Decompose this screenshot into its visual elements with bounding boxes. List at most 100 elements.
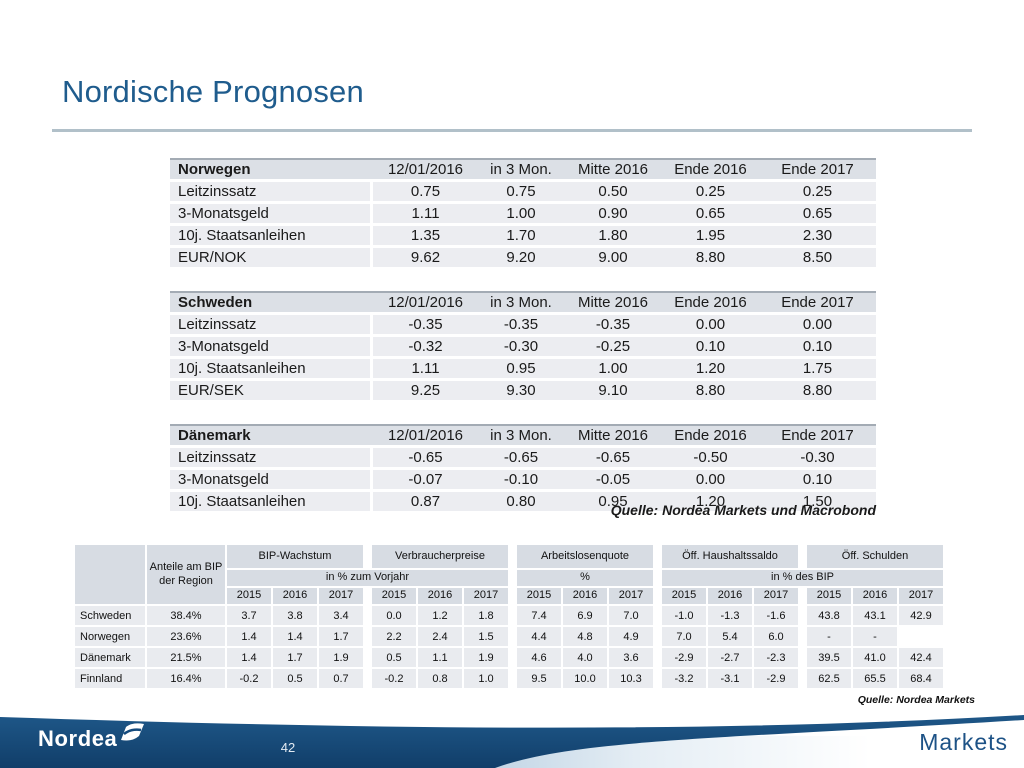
year-header: 2016 (563, 588, 607, 604)
value-cell: 0.50 (564, 182, 662, 204)
value-cell: -0.32 (373, 337, 478, 359)
country-label: Norwegen (75, 627, 145, 646)
year-header: 2017 (319, 588, 363, 604)
value-cell: 6.9 (563, 606, 607, 625)
column-header: Ende 2016 (662, 158, 759, 182)
value-cell: 2.2 (372, 627, 416, 646)
value-cell: 1.70 (478, 226, 564, 248)
column-header: Ende 2016 (662, 291, 759, 315)
table-title: Norwegen (170, 158, 373, 182)
value-cell: 1.8 (464, 606, 508, 625)
column-header: Mitte 2016 (564, 158, 662, 182)
value-cell: 65.5 (853, 669, 897, 688)
subgroup-header: in % zum Vorjahr (227, 570, 508, 586)
table-row: Leitzinssatz -0.35 -0.35 -0.35 0.00 0.00 (170, 315, 876, 337)
value-cell: -3.1 (708, 669, 752, 688)
value-cell: 9.10 (564, 381, 662, 403)
value-cell: 1.95 (662, 226, 759, 248)
table-row: 3-Monatsgeld -0.32 -0.30 -0.25 0.10 0.10 (170, 337, 876, 359)
table-title: Dänemark (170, 424, 373, 448)
value-cell: 0.5 (273, 669, 317, 688)
value-cell: 3.7 (227, 606, 271, 625)
value-cell: 0.5 (372, 648, 416, 667)
value-cell: -0.65 (373, 448, 478, 470)
value-cell: -0.30 (759, 448, 876, 470)
value-cell: -2.9 (662, 648, 706, 667)
table-row: 10j. Staatsanleihen 1.11 0.95 1.00 1.20 1.75 (170, 359, 876, 381)
value-cell: 8.50 (759, 248, 876, 270)
value-cell: -2.3 (754, 648, 798, 667)
value-cell: -0.35 (564, 315, 662, 337)
source-note-bottom: Quelle: Nordea Markets (857, 694, 975, 706)
value-cell: 4.6 (517, 648, 561, 667)
year-header: 2016 (418, 588, 462, 604)
value-cell: 0.95 (478, 359, 564, 381)
value-cell: 1.4 (227, 627, 271, 646)
value-cell: 0.00 (662, 470, 759, 492)
nordea-logo: Nordea (38, 723, 145, 750)
value-cell: 9.62 (373, 248, 478, 270)
value-cell: 0.00 (759, 315, 876, 337)
share-cell: 38.4% (147, 606, 225, 625)
value-cell: 7.0 (662, 627, 706, 646)
value-cell: 0.7 (319, 669, 363, 688)
value-cell: 42.9 (899, 606, 943, 625)
table-row: 10j. Staatsanleihen 1.35 1.70 1.80 1.95 2.30 (170, 226, 876, 248)
column-header: Ende 2017 (759, 158, 876, 182)
column-header: Ende 2016 (662, 424, 759, 448)
value-cell: 1.1 (418, 648, 462, 667)
value-cell: 4.8 (563, 627, 607, 646)
value-cell: 42.4 (899, 648, 943, 667)
value-cell: - (807, 627, 851, 646)
value-cell: 1.35 (373, 226, 478, 248)
value-cell: 1.9 (464, 648, 508, 667)
table-header-row: Norwegen 12/01/2016 in 3 Mon. Mitte 2016 End… (170, 158, 876, 182)
value-cell: 0.10 (759, 470, 876, 492)
table-header-row: Schweden 12/01/2016 in 3 Mon. Mitte 2016 End… (170, 291, 876, 315)
value-cell: -0.50 (662, 448, 759, 470)
forecast-tables: Norwegen 12/01/2016 in 3 Mon. Mitte 2016 End… (170, 158, 876, 535)
value-cell: 3.8 (273, 606, 317, 625)
value-cell: 0.75 (478, 182, 564, 204)
column-header: Mitte 2016 (564, 424, 662, 448)
summary-table: Anteile am BIP der Region BIP-Wachstum Ver… (75, 545, 943, 688)
value-cell: -1.6 (754, 606, 798, 625)
value-cell: 9.00 (564, 248, 662, 270)
group-header: Arbeitslosenquote (517, 545, 653, 568)
value-cell: 1.0 (464, 669, 508, 688)
value-cell: 68.4 (899, 669, 943, 688)
row-label: 3-Monatsgeld (170, 470, 373, 492)
value-cell: 5.4 (708, 627, 752, 646)
year-header: 2015 (807, 588, 851, 604)
value-cell: 1.00 (478, 204, 564, 226)
table-row: 3-Monatsgeld 1.11 1.00 0.90 0.65 0.65 (170, 204, 876, 226)
value-cell: 4.4 (517, 627, 561, 646)
value-cell: 0.75 (373, 182, 478, 204)
value-cell: 0.90 (564, 204, 662, 226)
value-cell: -3.2 (662, 669, 706, 688)
value-cell: -0.2 (372, 669, 416, 688)
value-cell: 6.0 (754, 627, 798, 646)
value-cell: 0.0 (372, 606, 416, 625)
table-row: EUR/SEK 9.25 9.30 9.10 8.80 8.80 (170, 381, 876, 403)
year-header: 2015 (372, 588, 416, 604)
value-cell: 1.7 (319, 627, 363, 646)
value-cell: 1.20 (662, 492, 759, 514)
subgroup-header: % (517, 570, 653, 586)
forecast-table: Dänemark 12/01/2016 in 3 Mon. Mitte 2016 End… (170, 424, 876, 514)
footer-swoosh-graphic (0, 715, 1024, 768)
column-header: Ende 2017 (759, 424, 876, 448)
value-cell: 0.10 (662, 337, 759, 359)
value-cell: 8.80 (662, 248, 759, 270)
value-cell: - (853, 627, 897, 646)
value-cell: -0.65 (564, 448, 662, 470)
value-cell: 0.25 (759, 182, 876, 204)
table-row: 3-Monatsgeld -0.07 -0.10 -0.05 0.00 0.10 (170, 470, 876, 492)
value-cell: 0.65 (662, 204, 759, 226)
row-label: 10j. Staatsanleihen (170, 226, 373, 248)
table-title: Schweden (170, 291, 373, 315)
value-cell: 1.75 (759, 359, 876, 381)
share-cell: 16.4% (147, 669, 225, 688)
value-cell: 62.5 (807, 669, 851, 688)
table-row: Leitzinssatz 0.75 0.75 0.50 0.25 0.25 (170, 182, 876, 204)
